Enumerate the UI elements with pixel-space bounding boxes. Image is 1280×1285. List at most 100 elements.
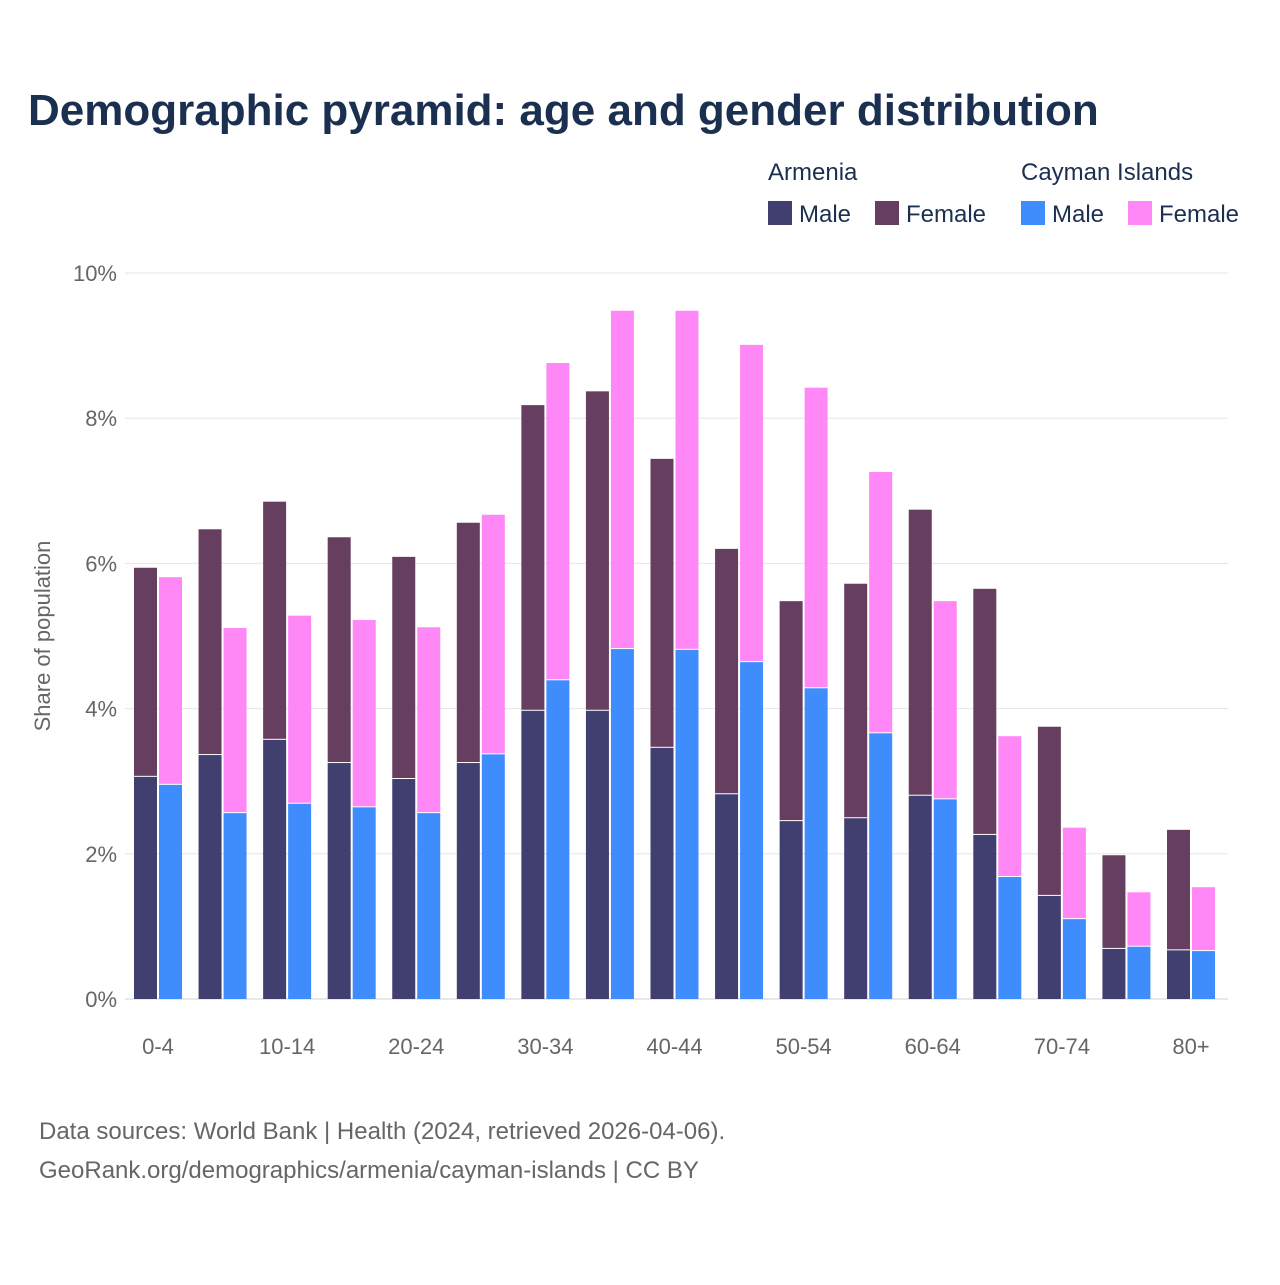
y-tick-label: 8% [85, 406, 117, 431]
bar-cayman-female [675, 310, 699, 649]
legend-swatch-armenia-male [768, 201, 792, 225]
bar-armenia-female [908, 509, 932, 795]
bar-armenia-female [1102, 855, 1126, 948]
legend-label-armenia-male: Male [799, 201, 851, 228]
bar-armenia-female [134, 567, 157, 776]
bar-cayman-male [1127, 946, 1151, 999]
legend-group-armenia: Armenia [768, 159, 858, 186]
bar-cayman-female [804, 387, 828, 688]
legend: Armenia Male Female Cayman Islands Male … [768, 159, 1239, 228]
bar-armenia-female [198, 529, 222, 755]
bar-cayman-male [675, 649, 699, 999]
bar-armenia-female [456, 522, 480, 763]
x-tick-label: 60-64 [905, 1034, 961, 1059]
bar-cayman-female [1127, 892, 1151, 946]
x-ticks: 0-4 10-14 20-24 30-34 40-44 50-54 60-64 70-74 80… [142, 1034, 1210, 1059]
y-tick-label: 10% [73, 261, 117, 286]
y-tick-label: 4% [85, 697, 117, 722]
bar-armenia-female [779, 601, 803, 821]
bar-cayman-male [610, 649, 634, 999]
bar-cayman-female [546, 363, 570, 680]
legend-group-cayman: Cayman Islands [1021, 159, 1193, 186]
bar-armenia-female [715, 548, 739, 794]
bar-cayman-female [417, 627, 441, 813]
bar-armenia-female [585, 391, 609, 710]
bar-cayman-male [1192, 951, 1215, 999]
bar-armenia-female [327, 537, 351, 763]
bar-cayman-male [804, 688, 828, 999]
legend-label-cayman-female: Female [1159, 201, 1239, 228]
bar-cayman-female [481, 514, 505, 754]
bar-armenia-male [715, 794, 739, 999]
bar-cayman-male [933, 799, 957, 999]
bar-cayman-female [288, 615, 312, 803]
bar-armenia-male [392, 779, 416, 999]
bar-armenia-female [521, 405, 545, 710]
x-tick-label: 10-14 [259, 1034, 315, 1059]
x-tick-label: 40-44 [646, 1034, 702, 1059]
legend-swatch-armenia-female [875, 201, 899, 225]
bar-cayman-female [740, 344, 764, 662]
bar-cayman-female [933, 601, 957, 799]
bar-armenia-male [585, 710, 609, 999]
bar-cayman-male [546, 680, 570, 999]
bar-armenia-male [134, 776, 157, 999]
bar-armenia-male [779, 821, 803, 999]
footer-link[interactable]: GeoRank.org/demographics/armenia/cayman-… [39, 1157, 699, 1184]
bar-cayman-male [481, 754, 505, 999]
bar-armenia-female [973, 588, 997, 834]
bar-armenia-male [844, 818, 868, 999]
bar-cayman-male [159, 784, 182, 999]
legend-swatch-cayman-male [1021, 201, 1045, 225]
x-tick-label: 0-4 [142, 1034, 174, 1059]
bar-cayman-female [352, 620, 376, 807]
x-tick-label: 50-54 [775, 1034, 831, 1059]
bar-cayman-female [159, 577, 182, 784]
bar-cayman-male [869, 733, 893, 999]
bar-cayman-female [869, 471, 893, 733]
y-axis-label: Share of population [30, 541, 55, 732]
chart-title: Demographic pyramid: age and gender dist… [28, 86, 1099, 135]
x-tick-label: 70-74 [1034, 1034, 1090, 1059]
x-tick-label: 30-34 [517, 1034, 573, 1059]
bar-cayman-female [223, 628, 247, 813]
bar-armenia-female [650, 458, 674, 747]
bar-cayman-male [417, 813, 441, 999]
bar-armenia-male [908, 795, 932, 999]
bar-armenia-male [327, 763, 351, 999]
bar-armenia-female [844, 583, 868, 818]
legend-swatch-cayman-female [1128, 201, 1152, 225]
bar-armenia-female [1167, 829, 1190, 950]
bar-armenia-male [198, 755, 222, 999]
bar-cayman-female [610, 310, 634, 649]
bar-cayman-male [1062, 919, 1086, 999]
bar-armenia-male [650, 747, 674, 999]
bar-cayman-female [998, 736, 1022, 877]
y-tick-label: 2% [85, 842, 117, 867]
bar-cayman-male [223, 813, 247, 999]
bar-armenia-female [392, 556, 416, 779]
y-tick-label: 6% [85, 551, 117, 576]
bar-armenia-male [263, 739, 287, 999]
bar-cayman-male [288, 803, 312, 999]
y-ticks: 0% 2% 4% 6% 8% 10% [73, 261, 117, 1012]
bar-cayman-male [998, 877, 1022, 999]
footer-source: Data sources: World Bank | Health (2024,… [39, 1118, 725, 1145]
bar-armenia-male [456, 763, 480, 999]
x-tick-label: 20-24 [388, 1034, 444, 1059]
bars [134, 310, 1215, 999]
bar-armenia-male [1167, 950, 1190, 999]
bar-armenia-male [973, 834, 997, 999]
bar-cayman-female [1062, 827, 1086, 919]
bar-armenia-male [1037, 895, 1061, 999]
legend-label-cayman-male: Male [1052, 201, 1104, 228]
bar-armenia-female [1037, 726, 1061, 895]
x-tick-label: 80+ [1172, 1034, 1209, 1059]
bar-armenia-male [1102, 948, 1126, 999]
bar-armenia-male [521, 710, 545, 999]
legend-label-armenia-female: Female [906, 201, 986, 228]
bar-cayman-male [740, 662, 764, 999]
bar-armenia-female [263, 501, 287, 739]
bar-cayman-male [352, 807, 376, 999]
